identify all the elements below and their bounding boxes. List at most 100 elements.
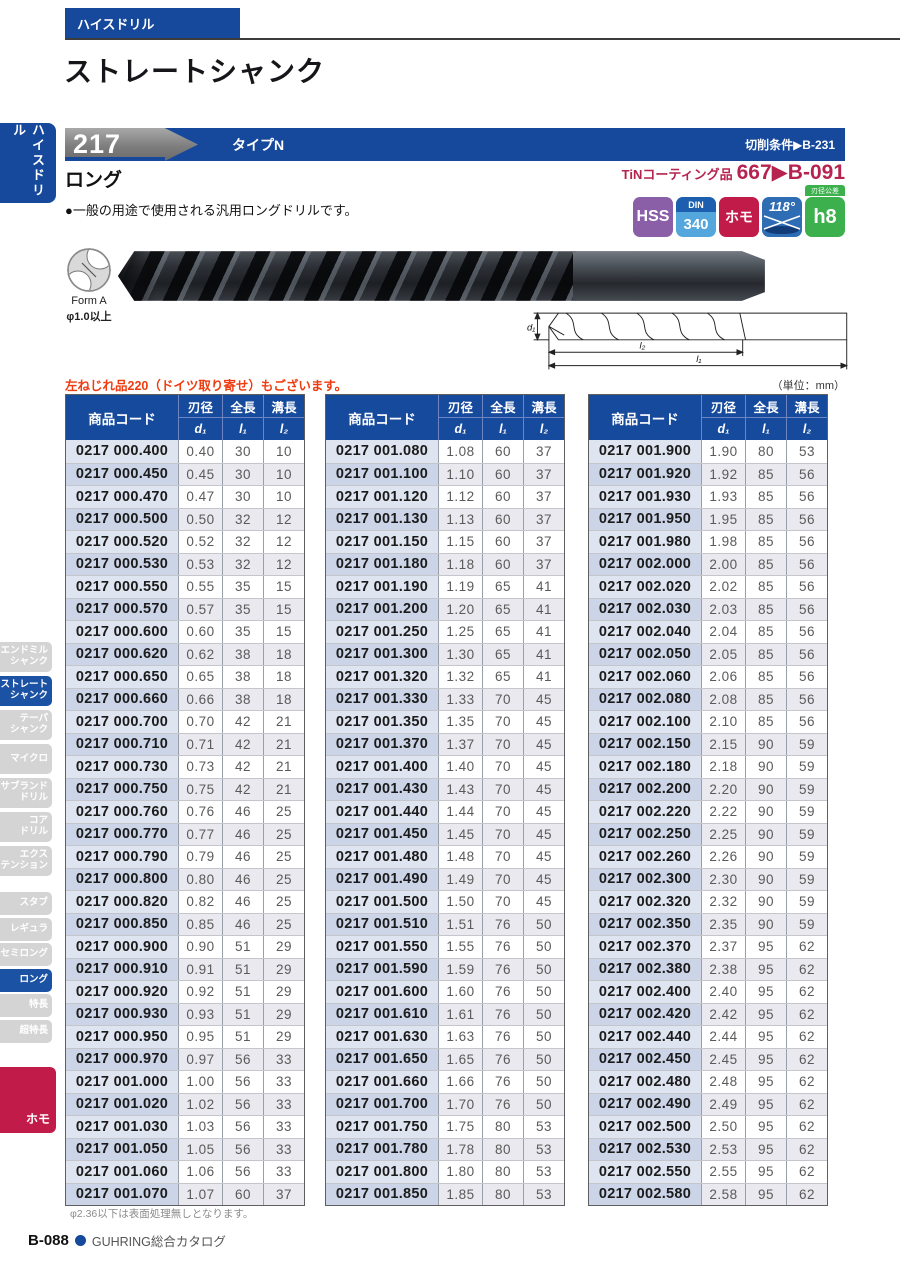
table-row: 0217 002.030 2.03 85 56: [589, 597, 827, 620]
value-cell: 1.40: [438, 756, 482, 778]
value-cell: 2.30: [701, 868, 745, 890]
value-cell: 50: [523, 1026, 564, 1048]
product-code-cell: 0217 002.350: [589, 913, 701, 935]
table-row: 0217 001.980 1.98 85 56: [589, 530, 827, 553]
value-cell: 60: [482, 440, 523, 463]
sidebar-item[interactable]: ストレート シャンク: [0, 676, 52, 706]
header-l1-symbol: l₁: [223, 417, 263, 440]
value-cell: 70: [482, 846, 523, 868]
table-row: 0217 001.590 1.59 76 50: [326, 957, 564, 980]
tin-coating-page-ref[interactable]: 667▶B-091: [736, 161, 845, 184]
sidebar-item[interactable]: 超特長: [0, 1020, 52, 1043]
drill-photo: [118, 251, 765, 301]
table-row: 0217 001.070 1.07 60 37: [66, 1182, 304, 1205]
value-cell: 2.03: [701, 598, 745, 620]
value-cell: 56: [786, 643, 827, 665]
table-body: 0217 001.900 1.90 80 53 0217 001.920 1.92 85 56…: [589, 440, 827, 1205]
value-cell: 59: [786, 913, 827, 935]
din340-badge-icon: DIN 340: [676, 197, 716, 237]
sidebar-tab-homo[interactable]: ホモ: [0, 1067, 56, 1133]
series-name: ロング: [65, 170, 123, 191]
table-row: 0217 002.040 2.04 85 56: [589, 620, 827, 643]
table-row: 0217 001.800 1.80 80 53: [326, 1160, 564, 1183]
sidebar-item[interactable]: エクス テンション: [0, 846, 52, 876]
table-row: 0217 002.580 2.58 95 62: [589, 1182, 827, 1205]
value-cell: 42: [222, 711, 263, 733]
tolerance-tag: 刃径公差: [805, 185, 845, 196]
value-cell: 15: [263, 598, 304, 620]
table-row: 0217 000.730 0.73 42 21: [66, 755, 304, 778]
table-row: 0217 002.100 2.10 85 56: [589, 710, 827, 733]
header-diameter: 刃径: [187, 400, 213, 415]
value-cell: 85: [745, 508, 786, 530]
table-row: 0217 001.190 1.19 65 41: [326, 575, 564, 598]
sidebar-item[interactable]: テーパ シャンク: [0, 710, 52, 740]
value-cell: 60: [482, 553, 523, 575]
product-code-cell: 0217 001.020: [66, 1093, 178, 1115]
table-row: 0217 001.660 1.66 76 50: [326, 1070, 564, 1093]
product-code-cell: 0217 002.420: [589, 1003, 701, 1025]
value-cell: 76: [482, 1071, 523, 1093]
product-code-cell: 0217 002.060: [589, 666, 701, 688]
value-cell: 0.40: [178, 440, 222, 463]
header-l2-symbol: l₂: [264, 417, 304, 440]
sidebar-item[interactable]: セミロング: [0, 943, 52, 967]
value-cell: 56: [222, 1138, 263, 1160]
table-row: 0217 002.380 2.38 95 62: [589, 957, 827, 980]
value-cell: 29: [263, 1003, 304, 1025]
value-cell: 1.18: [438, 553, 482, 575]
product-code-cell: 0217 001.700: [326, 1093, 438, 1115]
value-cell: 95: [745, 1071, 786, 1093]
product-code-cell: 0217 000.970: [66, 1048, 178, 1070]
table-row: 0217 001.300 1.30 65 41: [326, 642, 564, 665]
table-row: 0217 001.700 1.70 76 50: [326, 1092, 564, 1115]
value-cell: 56: [786, 621, 827, 643]
cutting-conditions-ref[interactable]: 切削条件▶B-231: [745, 138, 835, 152]
value-cell: 76: [482, 1003, 523, 1025]
category-tab[interactable]: ハイスドリル: [65, 8, 240, 38]
product-code-cell: 0217 001.200: [326, 598, 438, 620]
value-cell: 45: [523, 868, 564, 890]
table-row: 0217 001.480 1.48 70 45: [326, 845, 564, 868]
value-cell: 1.75: [438, 1116, 482, 1138]
value-cell: 65: [482, 666, 523, 688]
product-code-cell: 0217 001.050: [66, 1138, 178, 1160]
spec-table-2: 商品コード 刃径 d₁ 全長 l₁ 溝長 l₂ 0217 001.080 1.08 60 3…: [325, 394, 565, 1206]
product-code-cell: 0217 001.900: [589, 440, 701, 463]
value-cell: 95: [745, 1161, 786, 1183]
value-cell: 0.76: [178, 801, 222, 823]
value-cell: 51: [222, 1026, 263, 1048]
value-cell: 1.30: [438, 643, 482, 665]
value-cell: 0.47: [178, 486, 222, 508]
value-cell: 33: [263, 1116, 304, 1138]
tin-coating-ref[interactable]: TiNコーティング品 667▶B-091: [622, 160, 845, 185]
value-cell: 33: [263, 1161, 304, 1183]
product-code-cell: 0217 001.000: [66, 1071, 178, 1093]
table-row: 0217 001.650 1.65 76 50: [326, 1047, 564, 1070]
value-cell: 51: [222, 1003, 263, 1025]
value-cell: 62: [786, 1093, 827, 1115]
sidebar-item[interactable]: ロング: [0, 968, 52, 992]
value-cell: 85: [745, 666, 786, 688]
sidebar-item[interactable]: マイクロ: [0, 744, 52, 774]
value-cell: 0.55: [178, 576, 222, 598]
tin-coating-label: TiNコーティング品: [621, 167, 733, 182]
product-code-cell: 0217 002.550: [589, 1161, 701, 1183]
sidebar-item[interactable]: スタブ: [0, 892, 52, 915]
product-code-cell: 0217 000.710: [66, 733, 178, 755]
sidebar-item[interactable]: 特長: [0, 994, 52, 1018]
value-cell: 76: [482, 1093, 523, 1115]
sidebar-category-tab[interactable]: ハイスドリル: [0, 123, 56, 203]
value-cell: 42: [222, 778, 263, 800]
sidebar-item[interactable]: サブランド ドリル: [0, 778, 52, 808]
product-code-cell: 0217 002.500: [589, 1116, 701, 1138]
value-cell: 45: [523, 756, 564, 778]
product-code-cell: 0217 000.500: [66, 508, 178, 530]
value-cell: 1.51: [438, 913, 482, 935]
value-cell: 62: [786, 981, 827, 1003]
product-code-cell: 0217 000.400: [66, 440, 178, 463]
sidebar-item[interactable]: エンドミル シャンク: [0, 642, 52, 672]
sidebar-item[interactable]: レギュラ: [0, 917, 52, 941]
sidebar-item[interactable]: コア ドリル: [0, 812, 52, 842]
table-row: 0217 002.020 2.02 85 56: [589, 575, 827, 598]
